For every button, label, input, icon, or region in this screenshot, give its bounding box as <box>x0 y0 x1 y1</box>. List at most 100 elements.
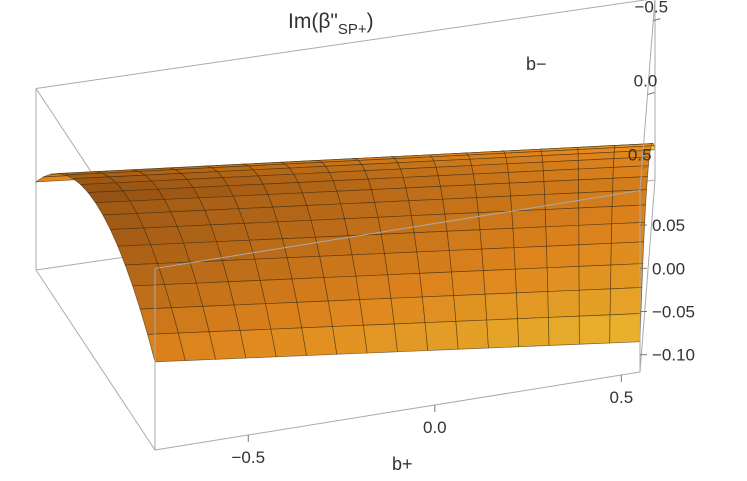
surface-patch <box>578 206 613 226</box>
surface-patch <box>578 242 612 267</box>
box-edge <box>639 179 656 373</box>
surface-patch <box>204 208 245 226</box>
surface-patch <box>411 213 448 234</box>
surface-patch <box>513 245 548 270</box>
surface-patch <box>232 194 274 210</box>
surface-patch <box>302 190 342 206</box>
surface-patch <box>323 275 361 302</box>
surface-patch <box>157 261 197 285</box>
surface-patch <box>136 211 178 229</box>
tick-mark <box>641 165 649 169</box>
z-tick-label: −0.10 <box>652 346 695 365</box>
surface-patch <box>363 323 398 354</box>
surface-patch <box>239 328 277 359</box>
surface-patch <box>332 178 372 192</box>
surface-patch <box>483 268 517 295</box>
surface-patch <box>547 289 580 318</box>
surface-patch <box>402 175 441 189</box>
surface-patch <box>387 273 423 299</box>
surface-patch <box>516 291 549 320</box>
bounding-box-front <box>154 0 656 451</box>
surface-patch <box>542 168 579 182</box>
surface-patch <box>164 282 204 309</box>
surface-patch <box>544 207 580 228</box>
surface-patch <box>176 224 218 244</box>
chart-title: Im(β"SP+) <box>288 10 374 38</box>
surface-patch <box>440 184 478 200</box>
surface-patch <box>511 209 547 229</box>
surface-patch <box>611 204 646 225</box>
surface-patch <box>421 295 457 324</box>
x-tick-label: −0.5 <box>231 448 265 467</box>
surface-mesh <box>34 143 656 363</box>
box-edge <box>35 269 156 451</box>
surface-patch <box>265 301 303 330</box>
box-edge <box>154 190 641 269</box>
x-axis-label: b+ <box>392 454 413 474</box>
surface-patch <box>327 299 364 327</box>
surface-patch <box>448 248 484 273</box>
surface-patch <box>272 205 312 223</box>
surface-patch <box>296 300 333 329</box>
surface-patch <box>332 324 368 355</box>
surface-patch <box>546 266 580 292</box>
surface-patch <box>314 235 353 257</box>
surface-patch <box>390 296 426 325</box>
y-tick-label: −0.5 <box>634 0 668 17</box>
surface-patch <box>227 280 266 306</box>
axis-ticks: −0.5 0.0 0.5 0.5 0.0 −0.5 0.05 0.00 −0.05 −0.10 <box>231 0 695 467</box>
surface-patch <box>249 238 288 260</box>
surface-patch <box>355 274 392 301</box>
y-axis-label: b− <box>526 54 547 74</box>
surface-patch <box>227 183 269 197</box>
surface-patch <box>233 303 272 331</box>
surface-patch <box>270 327 307 358</box>
surface-patch <box>609 287 643 316</box>
surface-patch <box>336 189 376 205</box>
z-tick-label: −0.05 <box>652 303 695 322</box>
surface-patch <box>374 200 412 218</box>
surface-patch <box>416 250 452 274</box>
surface-patch <box>455 319 489 350</box>
surface-patch <box>610 241 645 266</box>
surface-patch <box>259 278 298 305</box>
z-tick-label: 0.00 <box>652 259 685 278</box>
surface-patch <box>340 201 379 220</box>
surface-patch <box>170 209 212 227</box>
y-tick-label: 0.5 <box>628 145 652 164</box>
surface-patch <box>578 288 611 317</box>
surface-patch <box>486 318 520 349</box>
surface-patch <box>548 315 580 346</box>
surface-patch <box>451 270 486 296</box>
surface-patch <box>192 185 235 199</box>
surface-patch <box>301 326 338 356</box>
surface-patch <box>609 313 642 344</box>
surface-patch <box>202 304 241 333</box>
surface-patch <box>367 177 407 191</box>
surface-patch <box>578 166 614 181</box>
surface-patch <box>517 317 550 348</box>
surface-patch <box>474 182 512 198</box>
surface-patch <box>262 182 304 195</box>
surface-patch <box>481 247 516 271</box>
surface-patch <box>157 187 200 200</box>
surface-patch <box>578 264 612 291</box>
surface-patch <box>371 187 410 203</box>
surface-patch <box>419 271 455 298</box>
surface-patch <box>208 330 247 360</box>
z-tick-label: 0.05 <box>652 216 685 235</box>
surface-patch <box>94 200 138 216</box>
surface-patch <box>413 230 450 253</box>
surface-patch <box>578 314 611 345</box>
surface-patch <box>446 229 483 251</box>
surface-patch <box>472 172 510 186</box>
surface-patch <box>222 258 261 283</box>
surface-patch <box>310 218 349 238</box>
surface-patch <box>195 281 235 307</box>
surface-patch <box>286 255 325 280</box>
surface-patch <box>297 180 338 194</box>
surface-patch <box>453 293 488 322</box>
x-tick-label: 0.0 <box>423 418 447 437</box>
surface-patch <box>578 223 613 246</box>
